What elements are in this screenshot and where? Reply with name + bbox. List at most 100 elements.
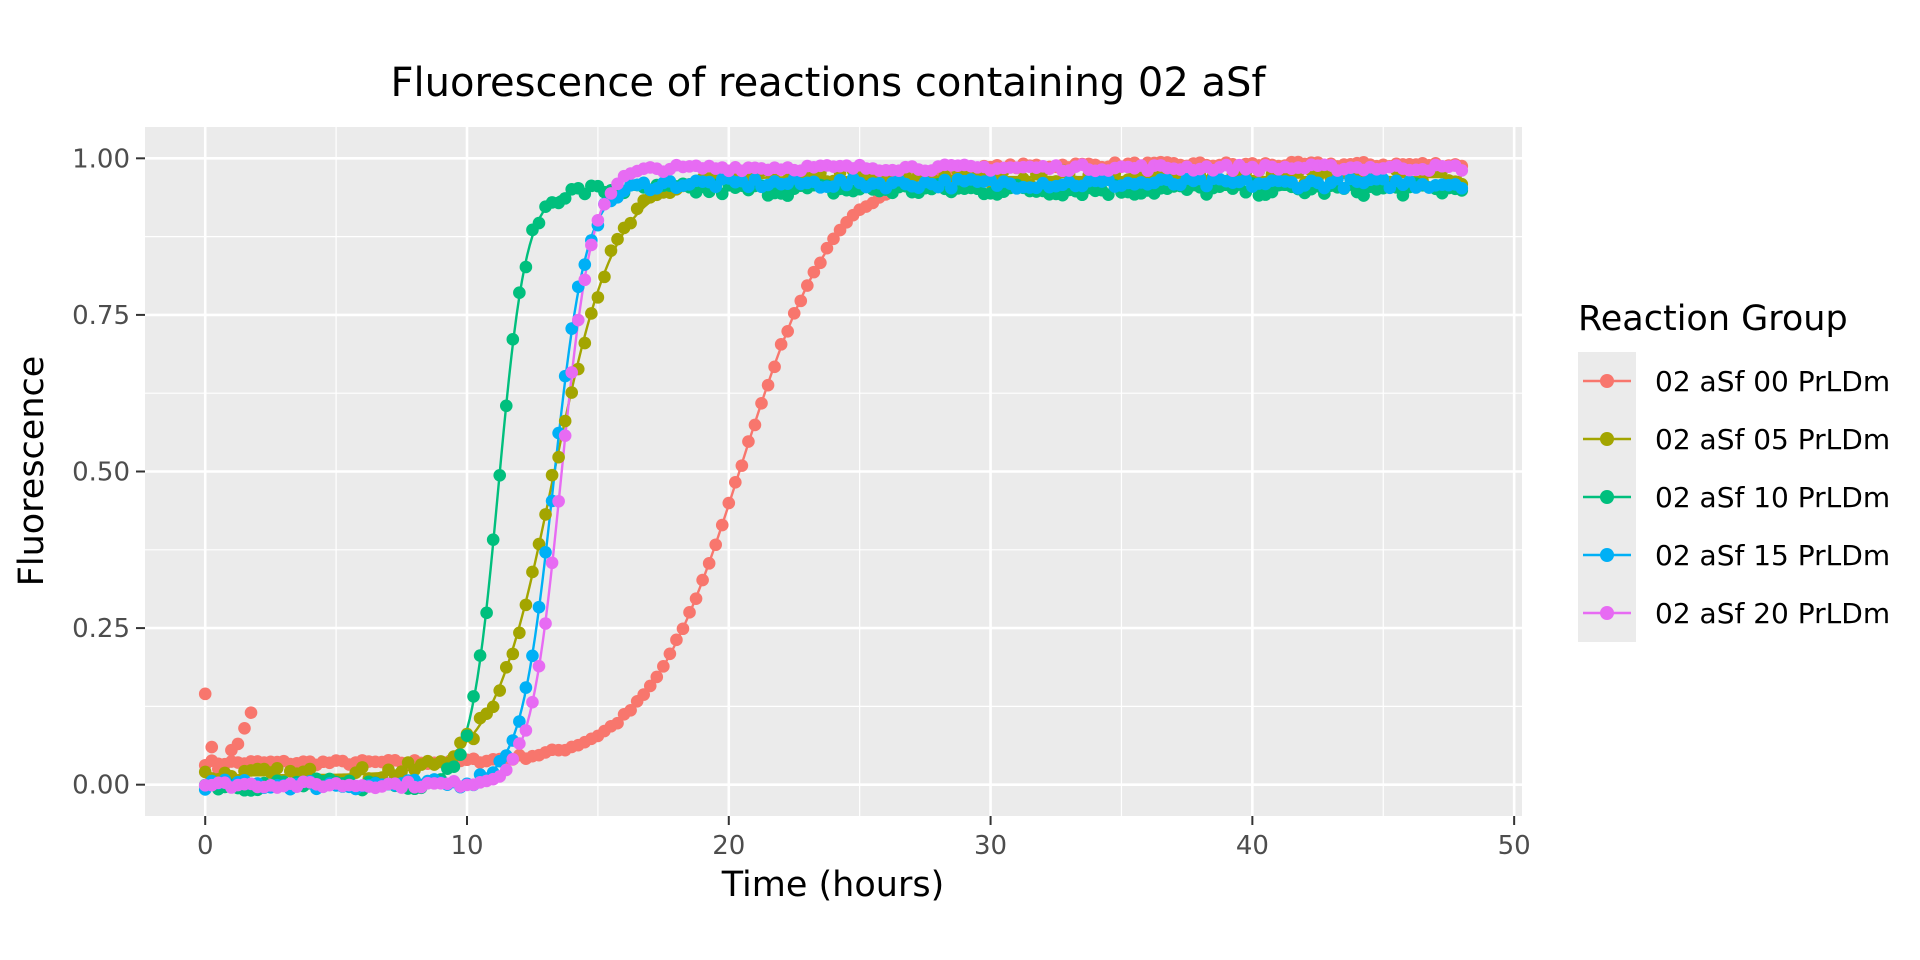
data-point bbox=[591, 291, 605, 304]
data-point bbox=[447, 760, 461, 774]
data-point bbox=[558, 414, 572, 428]
data-point bbox=[670, 633, 683, 647]
legend-key-point bbox=[1600, 548, 1614, 562]
data-point bbox=[1376, 172, 1390, 186]
data-point bbox=[820, 241, 834, 255]
data-point bbox=[945, 181, 958, 195]
data-point bbox=[270, 762, 284, 775]
legend-item: 02 aSf 20 PrLDm bbox=[1583, 597, 1890, 630]
data-point bbox=[513, 715, 526, 728]
data-point bbox=[519, 724, 533, 737]
data-point bbox=[454, 748, 467, 762]
data-point bbox=[722, 496, 736, 510]
data-point bbox=[480, 606, 493, 620]
data-point bbox=[735, 459, 749, 472]
data-point bbox=[460, 729, 474, 743]
data-point bbox=[558, 429, 572, 442]
legend-key-point bbox=[1600, 374, 1614, 388]
data-point bbox=[506, 333, 520, 346]
data-point bbox=[565, 366, 579, 379]
y-tick-label: 0.50 bbox=[72, 458, 130, 488]
legend-title: Reaction Group bbox=[1578, 299, 1848, 339]
y-tick-label: 0.25 bbox=[72, 614, 130, 644]
data-point bbox=[604, 244, 618, 257]
x-tick-label: 50 bbox=[1498, 831, 1531, 861]
data-point bbox=[303, 762, 317, 776]
legend: Reaction Group 02 aSf 00 PrLDm 02 aSf 05 … bbox=[1578, 299, 1890, 642]
data-point bbox=[499, 660, 513, 674]
legend-items: 02 aSf 00 PrLDm 02 aSf 05 PrLDm 02 aSf 10 … bbox=[1583, 365, 1890, 630]
data-point bbox=[611, 232, 624, 246]
data-point bbox=[643, 679, 657, 693]
legend-key-point bbox=[1600, 490, 1614, 504]
data-point bbox=[506, 752, 520, 766]
data-point bbox=[565, 386, 579, 399]
data-point bbox=[526, 565, 539, 579]
data-point bbox=[637, 688, 650, 701]
legend-key-point bbox=[1600, 432, 1614, 446]
data-point bbox=[650, 670, 664, 684]
data-point bbox=[657, 660, 670, 673]
legend-label: 02 aSf 00 PrLDm bbox=[1655, 365, 1890, 398]
data-point bbox=[578, 336, 592, 350]
data-point bbox=[532, 600, 546, 614]
y-axis-title: Fluorescence bbox=[12, 356, 52, 587]
data-point bbox=[683, 606, 696, 619]
data-point bbox=[591, 214, 605, 227]
data-point bbox=[506, 647, 520, 661]
data-point bbox=[571, 313, 585, 327]
chart-title: Fluorescence of reactions containing 02 … bbox=[391, 60, 1267, 106]
y-tick-label: 0.00 bbox=[72, 771, 130, 801]
data-point bbox=[624, 216, 637, 230]
data-point bbox=[598, 198, 611, 211]
data-point bbox=[565, 322, 579, 335]
data-point bbox=[513, 626, 526, 640]
data-point bbox=[499, 763, 513, 777]
legend-item: 02 aSf 15 PrLDm bbox=[1583, 539, 1890, 572]
data-point bbox=[198, 687, 212, 701]
data-point bbox=[238, 722, 251, 735]
data-point bbox=[513, 737, 526, 750]
legend-label: 02 aSf 05 PrLDm bbox=[1655, 423, 1890, 456]
data-point bbox=[1455, 164, 1469, 177]
data-point bbox=[205, 740, 219, 754]
data-point bbox=[768, 360, 781, 374]
data-point bbox=[395, 765, 408, 778]
legend-item: 02 aSf 05 PrLDm bbox=[1583, 423, 1890, 456]
data-point bbox=[244, 706, 258, 719]
data-point bbox=[526, 695, 539, 709]
data-point bbox=[526, 649, 539, 663]
data-point bbox=[231, 737, 245, 751]
data-point bbox=[598, 270, 611, 284]
data-point bbox=[1357, 189, 1370, 202]
data-point bbox=[486, 533, 500, 546]
x-tick-label: 10 bbox=[450, 831, 483, 861]
data-point bbox=[545, 556, 559, 570]
data-point bbox=[801, 279, 814, 292]
data-point bbox=[1337, 181, 1351, 195]
data-point bbox=[748, 418, 762, 432]
data-point bbox=[807, 265, 821, 279]
data-point bbox=[499, 399, 513, 413]
data-point bbox=[611, 716, 624, 730]
data-point bbox=[761, 378, 775, 392]
data-point bbox=[493, 469, 507, 482]
data-point bbox=[545, 468, 559, 482]
data-point bbox=[709, 538, 722, 552]
data-point bbox=[814, 256, 827, 270]
data-point bbox=[585, 307, 598, 320]
x-tick-label: 20 bbox=[712, 831, 745, 861]
data-point bbox=[493, 684, 507, 697]
data-point bbox=[696, 573, 709, 587]
data-point bbox=[787, 307, 801, 320]
data-point bbox=[539, 508, 552, 521]
data-point bbox=[519, 681, 533, 694]
data-point bbox=[663, 647, 677, 661]
x-tick-label: 0 bbox=[197, 831, 214, 861]
data-point bbox=[519, 598, 533, 612]
data-point bbox=[702, 557, 716, 570]
y-tick-label: 0.75 bbox=[72, 301, 130, 331]
data-point bbox=[604, 187, 618, 200]
data-point bbox=[552, 494, 565, 508]
